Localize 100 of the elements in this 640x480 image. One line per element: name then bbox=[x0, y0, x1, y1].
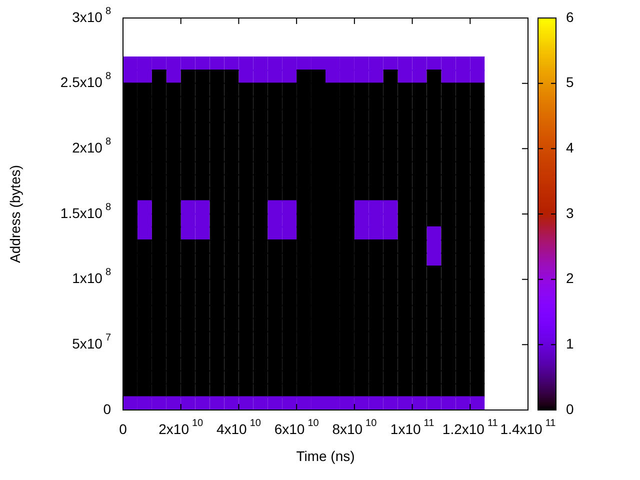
color-bar-label: 2 bbox=[566, 270, 574, 286]
point bbox=[398, 96, 412, 110]
y-axis-title: Address (bytes) bbox=[6, 164, 23, 264]
point bbox=[340, 292, 354, 306]
point bbox=[253, 200, 268, 215]
point bbox=[456, 396, 470, 410]
point bbox=[354, 292, 369, 306]
point bbox=[296, 96, 312, 110]
point bbox=[195, 96, 210, 110]
point bbox=[340, 108, 354, 124]
point bbox=[137, 200, 152, 215]
point bbox=[152, 108, 166, 124]
point bbox=[296, 304, 312, 320]
point bbox=[268, 396, 282, 410]
point bbox=[166, 304, 181, 320]
point bbox=[238, 200, 254, 215]
point bbox=[152, 96, 166, 110]
point bbox=[282, 292, 297, 306]
point bbox=[441, 96, 456, 110]
point bbox=[470, 396, 485, 410]
point bbox=[368, 108, 384, 124]
point bbox=[253, 304, 268, 320]
point bbox=[282, 304, 297, 320]
point bbox=[426, 200, 442, 215]
point bbox=[195, 108, 210, 124]
point bbox=[268, 96, 282, 110]
point bbox=[152, 200, 166, 215]
point bbox=[412, 108, 427, 124]
point bbox=[296, 292, 312, 306]
point bbox=[354, 396, 369, 410]
color-bar-label: 1 bbox=[566, 336, 574, 352]
point bbox=[137, 292, 152, 306]
color-bar-label: 0 bbox=[566, 400, 574, 417]
point bbox=[282, 108, 297, 124]
point bbox=[398, 396, 412, 410]
point bbox=[340, 396, 354, 410]
point bbox=[180, 304, 196, 320]
point bbox=[354, 304, 369, 320]
point bbox=[123, 96, 138, 110]
point bbox=[166, 200, 181, 215]
point bbox=[152, 396, 166, 410]
point bbox=[354, 108, 369, 124]
point bbox=[368, 96, 384, 110]
x-axis-title: Time (ns) bbox=[296, 448, 355, 464]
point bbox=[195, 304, 210, 320]
point bbox=[123, 200, 138, 215]
point bbox=[268, 108, 282, 124]
point bbox=[311, 396, 326, 410]
point bbox=[398, 292, 412, 306]
point bbox=[456, 96, 470, 110]
point bbox=[441, 396, 456, 410]
point bbox=[137, 304, 152, 320]
point bbox=[268, 200, 282, 215]
point bbox=[180, 292, 196, 306]
point bbox=[180, 108, 196, 124]
point bbox=[354, 96, 369, 110]
point bbox=[253, 108, 268, 124]
point bbox=[180, 396, 196, 410]
point bbox=[441, 200, 456, 215]
point bbox=[210, 108, 224, 124]
point bbox=[412, 200, 427, 215]
point bbox=[426, 96, 442, 110]
color-bar-label: 3 bbox=[566, 204, 574, 221]
point bbox=[456, 108, 470, 124]
point bbox=[210, 304, 224, 320]
point bbox=[180, 200, 196, 215]
point bbox=[383, 200, 398, 215]
point bbox=[340, 96, 354, 110]
y-tick-label: 0 bbox=[103, 400, 112, 417]
point bbox=[470, 200, 485, 215]
point bbox=[441, 304, 456, 320]
point bbox=[383, 108, 398, 124]
point bbox=[456, 304, 470, 320]
point bbox=[282, 200, 297, 215]
point bbox=[412, 304, 427, 320]
x-tick-label: 0 bbox=[119, 420, 128, 437]
point bbox=[282, 396, 297, 410]
point bbox=[210, 396, 224, 410]
point bbox=[326, 396, 340, 410]
point bbox=[426, 292, 442, 306]
point bbox=[368, 200, 384, 215]
point bbox=[426, 396, 442, 410]
point bbox=[152, 304, 166, 320]
point bbox=[238, 396, 254, 410]
point bbox=[253, 396, 268, 410]
point bbox=[166, 292, 181, 306]
point bbox=[383, 396, 398, 410]
point bbox=[368, 396, 384, 410]
color-bar-label: 5 bbox=[566, 74, 574, 90]
point bbox=[441, 292, 456, 306]
point bbox=[166, 108, 181, 124]
point bbox=[224, 96, 239, 110]
point bbox=[296, 108, 312, 124]
point bbox=[268, 292, 282, 306]
point bbox=[470, 108, 485, 124]
point bbox=[383, 96, 398, 110]
point bbox=[253, 292, 268, 306]
point bbox=[268, 304, 282, 320]
point bbox=[224, 292, 239, 306]
point bbox=[383, 292, 398, 306]
